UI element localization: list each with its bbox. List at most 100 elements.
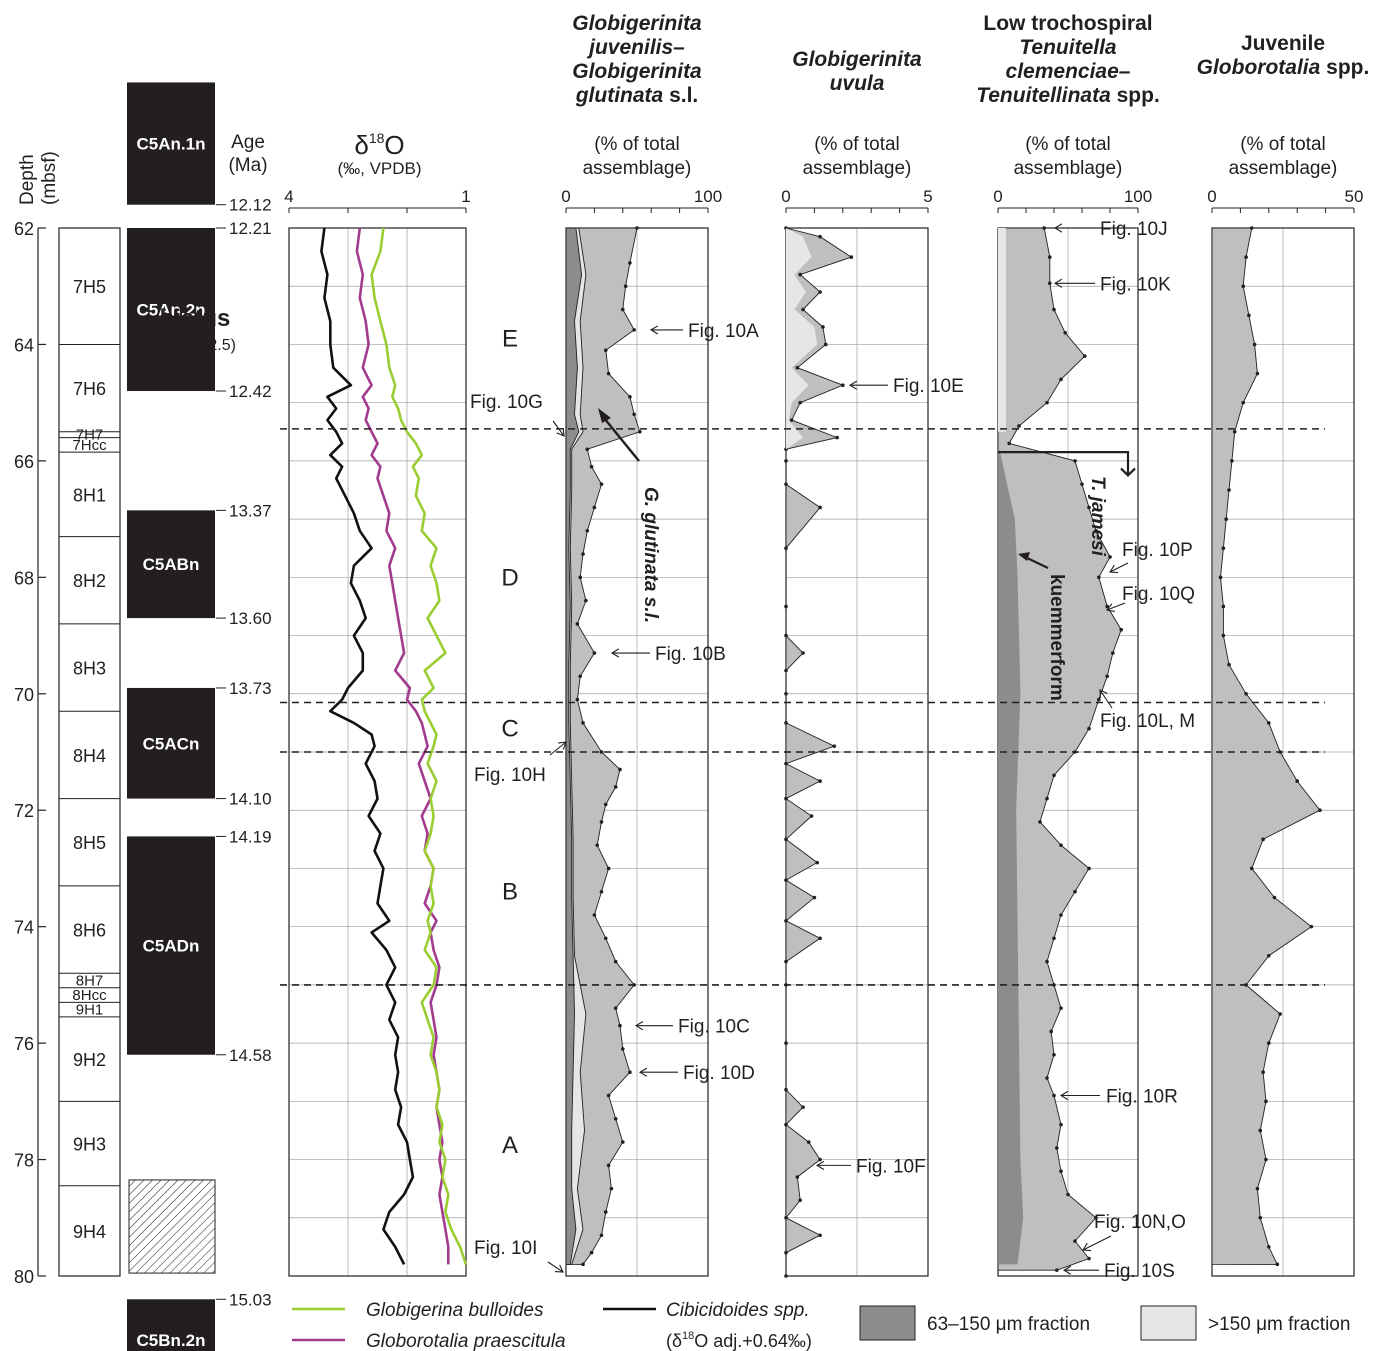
chron-block — [127, 687, 215, 799]
data-point — [599, 750, 604, 754]
data-point — [1264, 1157, 1268, 1162]
data-point — [784, 837, 788, 842]
age-unit: (Ma) — [228, 155, 267, 176]
data-point — [1097, 575, 1101, 580]
kuemmerform-annotation: kuemmerform — [1046, 574, 1067, 701]
callout-arrowhead — [558, 741, 567, 750]
data-point — [1052, 1052, 1056, 1057]
data-point — [1066, 1192, 1070, 1197]
d18o-title: δ18O — [354, 130, 404, 160]
legend-swatch-fine — [859, 1305, 916, 1341]
callout-arrowhead — [1109, 564, 1119, 574]
panel-title-line: uvula — [830, 72, 885, 95]
data-point — [1261, 837, 1265, 842]
depth-tick-label: 70 — [14, 685, 34, 705]
data-point — [1059, 377, 1063, 382]
data-point — [818, 1157, 822, 1162]
data-point — [1052, 1093, 1056, 1098]
panel-unit-2: assemblage) — [803, 158, 912, 179]
data-point — [585, 528, 590, 533]
panel-title-line: Tenuitella — [1019, 36, 1117, 59]
age-tick-label: 13.73 — [229, 679, 272, 698]
data-point — [578, 575, 582, 580]
panel-unit-2: assemblage) — [1014, 158, 1123, 179]
title-sup: 18 — [369, 130, 385, 146]
chron-block — [127, 228, 215, 392]
zone-label: C — [501, 716, 518, 743]
data-point — [784, 482, 788, 486]
data-point — [1108, 555, 1112, 559]
chron-label: C5An.1n — [137, 135, 206, 154]
data-point — [1052, 307, 1056, 312]
data-point — [575, 622, 580, 626]
core-label: 7Hcc — [72, 437, 107, 454]
data-point — [1258, 1215, 1263, 1220]
figure-callout: Fig. 10R — [1106, 1087, 1178, 1108]
figure-callout: Fig. 10A — [688, 321, 759, 342]
legend-swatch-coarse — [1140, 1305, 1197, 1341]
panel-title-line: Juvenile — [1241, 32, 1325, 55]
data-point — [589, 1250, 594, 1255]
data-point — [832, 744, 837, 748]
panel-title-line: Globorotalia spp. — [1197, 56, 1370, 79]
figure-callout: Fig. 10H — [474, 765, 546, 786]
data-point — [618, 1023, 622, 1028]
data-point — [1255, 371, 1260, 376]
data-point — [603, 936, 608, 941]
callout-arrowhead — [815, 1160, 825, 1170]
top-axis-label-max: 100 — [1124, 187, 1152, 206]
kuemmerform-arrowhead — [1018, 552, 1030, 561]
chron-block — [127, 510, 215, 619]
data-point — [795, 1175, 800, 1179]
callout-arrow — [1099, 689, 1113, 709]
data-point — [1063, 331, 1067, 335]
data-point — [1232, 429, 1237, 434]
core-label: 7H7 — [76, 427, 104, 444]
data-point — [801, 307, 805, 312]
title-normal: s.l. — [663, 84, 698, 107]
d18o-line — [320, 227, 415, 1265]
figure-callout: Fig. 10L, M — [1100, 711, 1195, 732]
glutinata-arrow — [603, 417, 640, 462]
data-point — [1224, 517, 1228, 521]
data-point — [1059, 1122, 1063, 1127]
core-label: 8H4 — [73, 746, 106, 766]
data-point — [638, 429, 642, 434]
data-point — [1052, 936, 1056, 941]
callout-arrowhead — [556, 427, 565, 437]
data-point — [1059, 843, 1063, 847]
data-point — [1318, 808, 1322, 813]
core-label: 7H6 — [73, 379, 106, 399]
data-point — [1119, 627, 1123, 632]
data-point — [1048, 281, 1052, 286]
figure-callout: Fig. 10G — [470, 392, 543, 413]
hiatus-range: (13.2–12.5) — [154, 337, 236, 354]
callout-arrowhead — [1062, 1265, 1072, 1275]
data-point — [806, 1140, 811, 1144]
data-point — [1241, 400, 1246, 405]
data-point — [592, 913, 597, 917]
top-axis-label-max: 1 — [461, 187, 470, 206]
data-point — [784, 919, 788, 923]
data-point — [823, 342, 828, 347]
title-o: O — [384, 130, 404, 160]
chron-label: C5Bn.2n — [137, 1331, 206, 1350]
core-label: 9H4 — [73, 1222, 106, 1242]
data-point — [578, 674, 582, 679]
core-label: 8H7 — [76, 973, 104, 990]
data-point — [606, 866, 611, 871]
data-point — [1097, 697, 1101, 702]
data-point — [1227, 662, 1231, 667]
series-juvenile — [1211, 226, 1322, 1267]
data-point — [784, 633, 788, 638]
data-point — [1052, 773, 1056, 778]
data-point — [798, 272, 802, 277]
data-point — [818, 290, 822, 294]
figure-callout: Fig. 10N,O — [1094, 1212, 1186, 1233]
data-point — [584, 598, 588, 603]
data-point — [1227, 488, 1231, 492]
data-point — [784, 796, 788, 801]
data-point — [621, 1140, 625, 1144]
area-glutinata — [565, 227, 583, 1265]
depth-tick-label: 76 — [14, 1034, 34, 1054]
